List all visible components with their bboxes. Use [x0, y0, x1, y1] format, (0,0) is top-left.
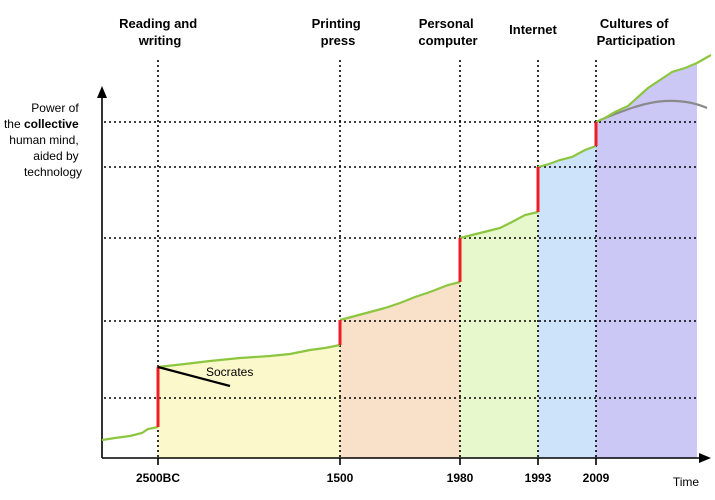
era-label-cultures-of-participation: Cultures of Participation	[597, 16, 676, 48]
tick-label-1993: 1993	[525, 471, 552, 485]
era-label-internet: Internet	[509, 22, 557, 37]
y-axis-arrow-icon	[97, 86, 107, 98]
x-axis-title: Time	[673, 475, 700, 489]
technology-jumps	[156, 122, 598, 427]
y-axis-title: Power of the collective human mind, aide…	[4, 101, 82, 179]
x-axis-arrow-icon	[699, 453, 711, 463]
tick-label-2009: 2009	[583, 471, 610, 485]
era-region-cultures-of-participation	[596, 63, 697, 458]
grid-lines	[104, 121, 697, 399]
tick-label-1500: 1500	[327, 471, 354, 485]
tick-label-2500bc: 2500BC	[136, 471, 180, 485]
era-label-personal-computer: Personal computer	[418, 16, 477, 48]
era-regions	[158, 63, 697, 458]
socrates-pointer-line	[157, 365, 231, 388]
era-region-personal-computer	[460, 212, 538, 458]
era-labels: Reading and writing Printing press Perso…	[119, 16, 675, 48]
growth-curve	[101, 54, 712, 442]
axes	[97, 86, 711, 465]
x-tick-labels: 2500BC 1500 1980 1993 2009	[136, 471, 610, 485]
socrates-label: Socrates	[206, 365, 253, 379]
plateau-curve	[599, 99, 708, 122]
tick-label-1980: 1980	[447, 471, 474, 485]
era-label-printing-press: Printing press	[312, 16, 365, 48]
era-label-reading-writing: Reading and writing	[119, 16, 201, 48]
era-region-reading-writing	[158, 345, 340, 458]
era-region-internet	[538, 146, 596, 458]
era-region-printing-press	[340, 282, 460, 458]
